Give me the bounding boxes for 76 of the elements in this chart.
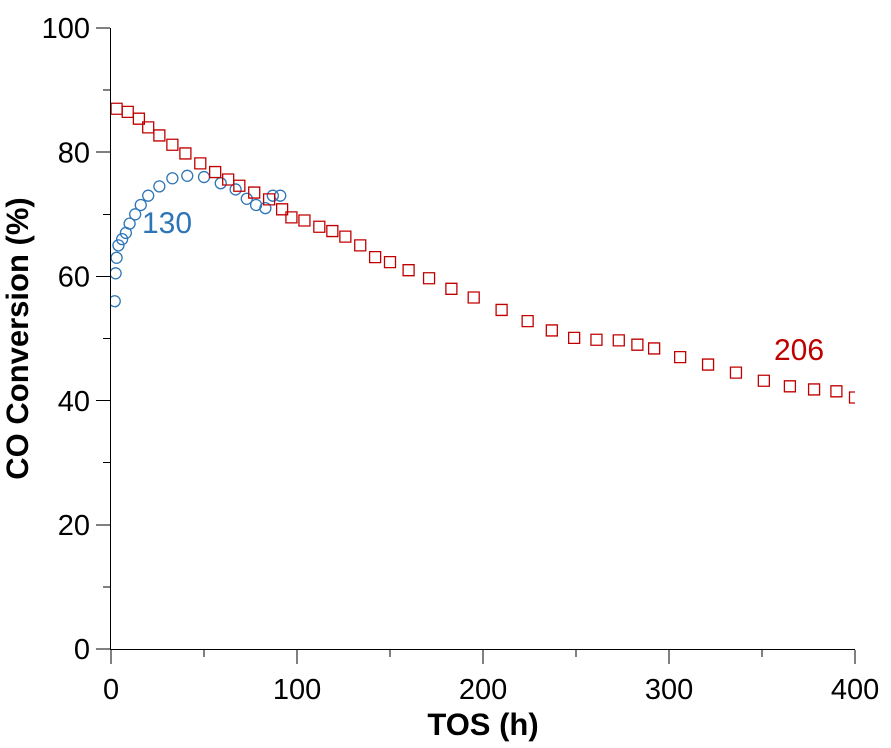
x-tick-label: 400 <box>830 674 880 706</box>
point <box>209 166 222 178</box>
point <box>326 224 338 238</box>
point <box>631 338 644 351</box>
point <box>229 183 242 196</box>
point <box>612 334 625 347</box>
y-tick-label: 20 <box>58 510 90 542</box>
point <box>129 208 142 220</box>
point <box>402 264 415 276</box>
point <box>445 282 458 295</box>
point <box>808 383 820 396</box>
point <box>521 314 534 328</box>
point <box>120 226 132 240</box>
point <box>122 106 134 118</box>
series-label: 130 <box>142 207 192 240</box>
point <box>166 172 179 184</box>
x-axis-title: TOS (h) <box>427 707 539 742</box>
point <box>495 304 508 316</box>
point <box>313 220 326 233</box>
point <box>142 190 154 202</box>
x-tick-label: 300 <box>644 674 694 706</box>
point <box>111 102 123 115</box>
point <box>368 251 382 264</box>
point <box>132 112 146 125</box>
x-tick-label: 200 <box>458 674 508 706</box>
y-tick-label: 0 <box>74 634 90 666</box>
point <box>422 272 436 284</box>
y-tick-label: 60 <box>58 262 90 294</box>
point <box>298 214 311 227</box>
y-tick-label: 40 <box>58 386 90 418</box>
x-tick-label: 100 <box>272 674 322 706</box>
point <box>248 186 260 199</box>
point <box>285 211 298 224</box>
point <box>181 170 194 182</box>
point <box>153 180 166 193</box>
point <box>276 203 288 216</box>
point <box>116 232 128 246</box>
point <box>240 192 253 205</box>
point <box>384 256 396 268</box>
point <box>274 190 286 202</box>
point <box>354 239 366 252</box>
point <box>142 121 154 134</box>
point <box>784 380 796 392</box>
point <box>250 198 262 212</box>
point <box>112 239 125 252</box>
point <box>648 342 660 355</box>
point <box>568 332 580 344</box>
point <box>111 252 123 264</box>
point <box>123 217 136 230</box>
y-tick-label: 100 <box>42 13 90 46</box>
point <box>111 267 122 280</box>
point <box>153 129 166 142</box>
point <box>702 358 714 371</box>
point <box>590 334 603 346</box>
point <box>222 173 234 186</box>
point <box>233 180 246 192</box>
point <box>468 291 480 304</box>
point <box>674 350 686 364</box>
point <box>179 147 192 160</box>
y-axis-title: CO Conversion (%) <box>0 197 35 480</box>
series-label: 206 <box>774 334 824 367</box>
point <box>198 170 210 184</box>
point <box>194 157 206 170</box>
point <box>259 202 272 214</box>
point <box>339 230 352 243</box>
point <box>214 177 227 190</box>
y-tick-label: 80 <box>58 137 90 170</box>
point <box>166 138 179 151</box>
x-tick-label: 0 <box>102 674 120 706</box>
point <box>546 324 558 337</box>
point <box>830 385 843 398</box>
point <box>730 366 742 379</box>
point <box>758 374 770 387</box>
point <box>134 198 147 212</box>
point <box>266 190 279 202</box>
point <box>262 193 276 206</box>
